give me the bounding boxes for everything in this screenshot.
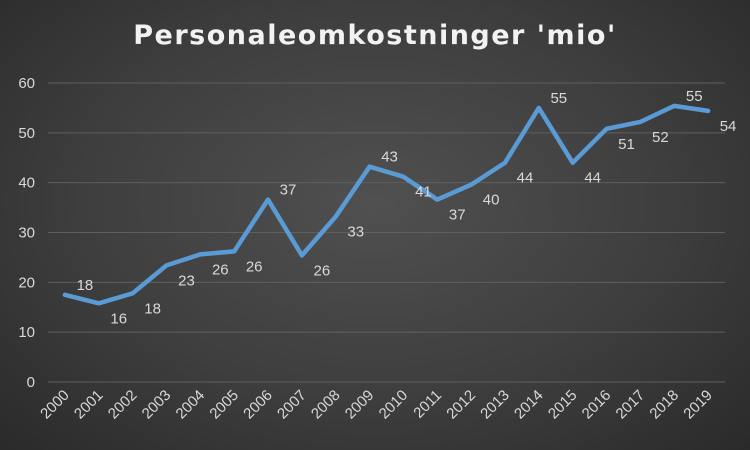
- y-tick-label: 50: [18, 125, 35, 142]
- data-label: 44: [584, 170, 601, 187]
- x-tick-label: 2002: [105, 387, 141, 423]
- x-tick-label: 2005: [206, 387, 242, 423]
- y-tick-label: 20: [18, 274, 35, 291]
- y-tick-label: 60: [18, 75, 35, 92]
- data-label: 44: [517, 170, 534, 187]
- data-label: 37: [280, 182, 297, 199]
- x-tick-label: 2013: [477, 387, 513, 423]
- data-label: 55: [550, 90, 567, 107]
- x-tick-label: 2000: [37, 387, 73, 423]
- data-label: 40: [483, 192, 500, 209]
- x-tick-label: 2008: [308, 387, 344, 423]
- data-label: 18: [77, 277, 94, 294]
- chart-title: Personaleomkostninger 'mio': [133, 20, 617, 51]
- x-tick-label: 2004: [173, 387, 209, 423]
- x-tick-label: 2010: [376, 387, 412, 423]
- data-label: 23: [178, 272, 195, 289]
- data-label: 54: [720, 118, 737, 135]
- series-layer: [62, 103, 711, 306]
- y-tick-label: 0: [27, 374, 35, 391]
- x-tick-label: 2017: [613, 387, 649, 423]
- x-tick-label: 2018: [646, 387, 682, 423]
- grid-layer: [48, 82, 725, 383]
- data-label: 41: [415, 184, 432, 201]
- y-tick-label: 30: [18, 225, 35, 242]
- y-tick-label: 40: [18, 175, 35, 192]
- x-tick-label: 2016: [579, 387, 615, 423]
- data-label: 43: [381, 149, 398, 166]
- x-tick-label: 2001: [71, 387, 107, 423]
- data-label: 52: [652, 129, 669, 146]
- data-labels: 18 16 18 23 26 26 37 26 33 43 41 37 40 44 55 44 51 52 55 54: [77, 88, 737, 327]
- data-label: 55: [686, 88, 703, 105]
- data-label: 26: [212, 261, 229, 278]
- data-label: 51: [618, 136, 635, 153]
- x-tick-label: 2011: [410, 387, 445, 422]
- x-tick-label: 2003: [139, 387, 175, 423]
- x-tick-label: 2012: [443, 387, 479, 423]
- x-tick-label: 2019: [680, 387, 716, 423]
- x-tick-label: 2014: [511, 387, 547, 423]
- data-label: 33: [347, 224, 364, 241]
- y-tick-label: 10: [18, 324, 35, 341]
- x-axis-ticks: 2000200120022003200420052006200720082009…: [37, 387, 716, 423]
- x-tick-label: 2015: [545, 387, 581, 423]
- data-label: 16: [110, 310, 127, 327]
- data-label: 26: [314, 262, 331, 279]
- data-label: 18: [144, 300, 161, 317]
- x-tick-label: 2009: [342, 387, 378, 423]
- x-tick-label: 2006: [240, 387, 276, 423]
- data-label: 37: [449, 207, 466, 224]
- data-label: 26: [246, 258, 263, 275]
- x-tick-label: 2007: [274, 387, 310, 423]
- series-line: [62, 103, 711, 306]
- y-axis-ticks: 0 10 20 30 40 50 60: [18, 75, 35, 391]
